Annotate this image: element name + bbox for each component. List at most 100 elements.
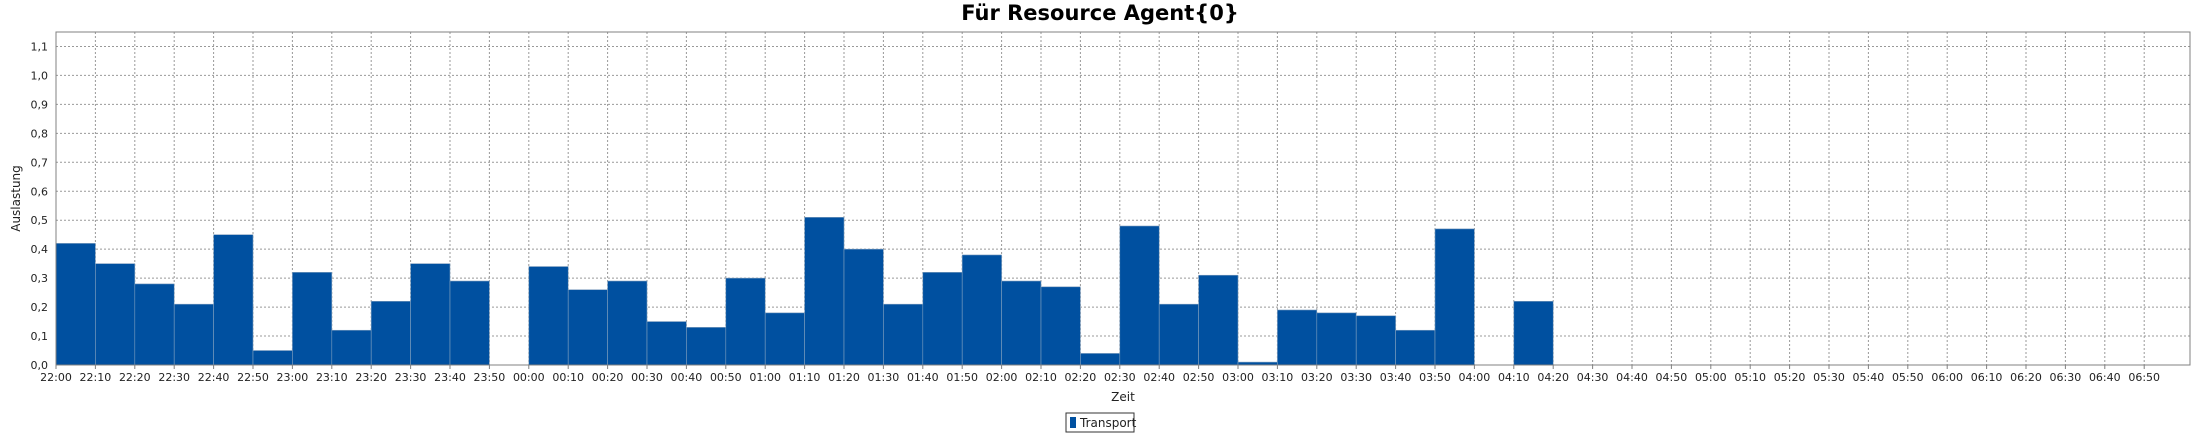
- bar: [370, 300, 411, 366]
- x-tick-label: 01:00: [749, 371, 781, 384]
- x-tick-label: 02:20: [1065, 371, 1097, 384]
- x-tick-label: 06:20: [2010, 371, 2042, 384]
- x-tick-label: 22:30: [158, 371, 190, 384]
- y-tick-label: 0,6: [31, 185, 49, 198]
- x-tick-label: 22:40: [198, 371, 230, 384]
- x-tick-label: 03:30: [1340, 371, 1372, 384]
- bar: [883, 303, 924, 366]
- chart-title: Für Resource Agent{0}: [961, 1, 1239, 25]
- x-tick-label: 23:10: [316, 371, 348, 384]
- bar: [252, 350, 293, 366]
- bar: [1277, 309, 1318, 366]
- x-tick-label: 04:20: [1537, 371, 1569, 384]
- bar: [1434, 228, 1475, 366]
- x-tick-label: 02:50: [1183, 371, 1215, 384]
- x-tick-label: 05:50: [1892, 371, 1924, 384]
- y-tick-label: 0,1: [31, 330, 49, 343]
- x-tick-label: 03:20: [1301, 371, 1333, 384]
- x-tick-label: 02:30: [1104, 371, 1136, 384]
- y-tick-label: 0,9: [31, 98, 49, 111]
- bar: [1513, 300, 1554, 366]
- legend-entry: Transport: [1079, 416, 1137, 430]
- x-tick-label: 04:30: [1577, 371, 1609, 384]
- x-tick-label: 22:10: [80, 371, 112, 384]
- bar: [1158, 303, 1199, 366]
- y-tick-label: 0,7: [31, 156, 49, 169]
- bar: [567, 289, 608, 366]
- y-tick-label: 0,8: [31, 127, 49, 140]
- x-tick-label: 00:10: [552, 371, 584, 384]
- x-tick-label: 23:00: [277, 371, 309, 384]
- x-tick-label: 06:50: [2128, 371, 2160, 384]
- x-tick-label: 06:00: [1931, 371, 1963, 384]
- x-tick-label: 03:00: [1222, 371, 1254, 384]
- bar: [528, 266, 569, 366]
- bar: [95, 263, 136, 366]
- bar: [646, 321, 687, 366]
- x-tick-label: 01:20: [828, 371, 860, 384]
- x-tick-label: 23:50: [474, 371, 506, 384]
- bar: [55, 243, 96, 366]
- x-tick-label: 04:00: [1459, 371, 1491, 384]
- bar: [1316, 312, 1357, 366]
- y-tick-label: 0,5: [31, 214, 49, 227]
- x-tick-label: 05:30: [1813, 371, 1845, 384]
- bar: [331, 329, 372, 366]
- x-tick-label: 02:00: [986, 371, 1018, 384]
- bar: [410, 263, 451, 366]
- x-tick-label: 00:00: [513, 371, 545, 384]
- x-tick-label: 03:40: [1380, 371, 1412, 384]
- bar: [686, 327, 727, 366]
- x-tick-label: 01:10: [789, 371, 821, 384]
- y-axis-label: Auslastung: [9, 165, 23, 232]
- bar: [1001, 280, 1042, 366]
- x-tick-label: 05:20: [1774, 371, 1806, 384]
- x-tick-label: 06:40: [2089, 371, 2121, 384]
- bar: [1355, 315, 1396, 366]
- bar: [134, 283, 175, 366]
- bar: [213, 234, 254, 366]
- x-tick-label: 01:30: [868, 371, 900, 384]
- x-tick-label: 23:30: [395, 371, 427, 384]
- x-tick-label: 04:40: [1616, 371, 1648, 384]
- x-tick-label: 06:10: [1971, 371, 2003, 384]
- bar: [843, 248, 884, 366]
- bar: [804, 217, 845, 366]
- bar: [764, 312, 805, 366]
- x-tick-label: 00:30: [631, 371, 663, 384]
- y-tick-label: 1,0: [31, 69, 49, 82]
- x-tick-label: 05:10: [1734, 371, 1766, 384]
- bar: [1198, 274, 1239, 366]
- x-tick-label: 01:50: [946, 371, 978, 384]
- y-tick-label: 1,1: [31, 40, 49, 53]
- plot-frame: [55, 31, 2191, 366]
- x-tick-label: 03:10: [1262, 371, 1294, 384]
- y-tick-label: 0,0: [31, 359, 49, 372]
- bar: [292, 272, 333, 366]
- bar: [725, 277, 766, 366]
- x-tick-label: 03:50: [1419, 371, 1451, 384]
- x-tick-label: 22:50: [237, 371, 269, 384]
- bars: [55, 217, 1554, 366]
- x-tick-label: 22:20: [119, 371, 151, 384]
- y-tick-label: 0,3: [31, 272, 49, 285]
- y-tick-label: 0,4: [31, 243, 49, 256]
- x-tick-label: 23:40: [434, 371, 466, 384]
- y-tick-labels: 0,0 0,1 0,2 0,3 0,4 0,5 0,6 0,7 0,8 0,9 1,0 1,1: [31, 40, 49, 372]
- y-tick-label: 0,2: [31, 301, 49, 314]
- x-tick-label: 06:30: [2050, 371, 2082, 384]
- legend: Transport: [1065, 412, 1137, 433]
- x-tick-label: 02:10: [1025, 371, 1057, 384]
- x-tick-label: 23:20: [355, 371, 387, 384]
- x-tick-label: 04:50: [1656, 371, 1688, 384]
- legend-swatch: [1070, 417, 1076, 428]
- bar: [173, 303, 214, 366]
- bar: [922, 272, 963, 366]
- x-tick-label: 05:00: [1695, 371, 1727, 384]
- x-axis-label: Zeit: [1111, 390, 1135, 404]
- bar: [1040, 286, 1081, 366]
- bar: [1119, 225, 1160, 366]
- x-tick-label: 05:40: [1853, 371, 1885, 384]
